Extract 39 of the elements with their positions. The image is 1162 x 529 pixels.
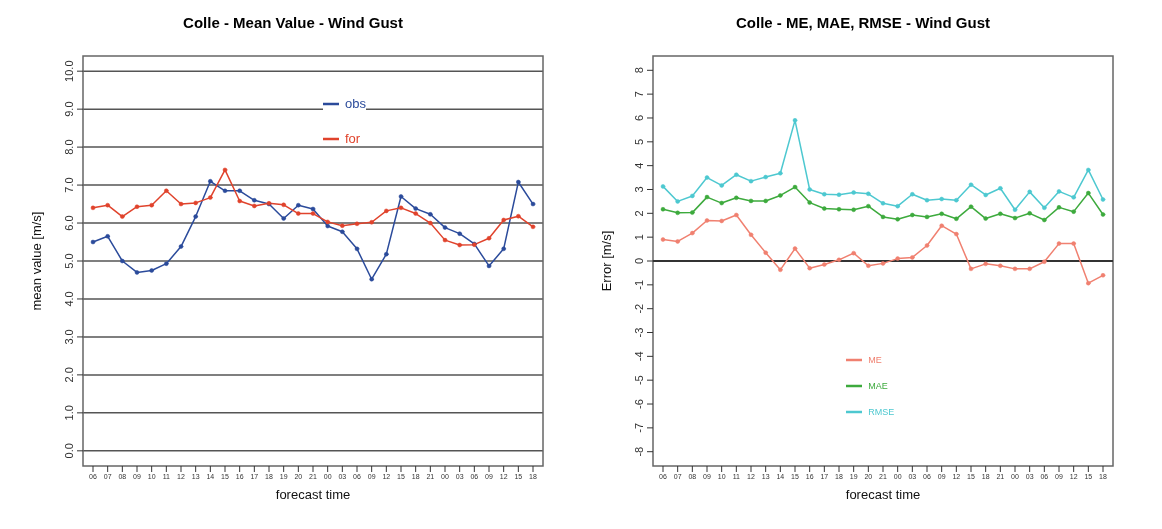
y-tick-label: 6.0 xyxy=(63,215,75,231)
y-tick-label: 10.0 xyxy=(63,60,75,82)
y-tick-label: 3.0 xyxy=(63,329,75,345)
y-tick-label: 1.0 xyxy=(63,405,75,421)
y-tick-label: 1 xyxy=(633,234,645,241)
x-axis-title: forecast time xyxy=(845,487,921,502)
y-tick-label: -5 xyxy=(633,375,645,386)
y-tick-label: -1 xyxy=(633,279,645,290)
y-tick-label: -2 xyxy=(633,303,645,314)
y-tick-label: -7 xyxy=(633,422,645,433)
y-tick-label: 0.0 xyxy=(63,443,75,459)
y-tick-label: -3 xyxy=(633,327,645,338)
y-tick-label: 5.0 xyxy=(63,253,75,269)
legend-label: obs xyxy=(345,96,366,111)
legend-label: for xyxy=(345,131,361,146)
y-tick-label: 6 xyxy=(633,114,645,122)
y-tick-label: 2.0 xyxy=(63,367,75,383)
chart-title: Colle - ME, MAE, RMSE - Wind Gust xyxy=(735,14,991,33)
y-tick-label: 7 xyxy=(633,91,645,98)
chart-title: Colle - Mean Value - Wind Gust xyxy=(182,14,404,33)
y-tick-label: 8 xyxy=(633,67,645,74)
legend-label: MAE xyxy=(868,381,888,392)
y-tick-label: -6 xyxy=(633,399,645,409)
y-tick-label: 4.0 xyxy=(63,291,75,307)
y-axis-title: Error [m/s] xyxy=(598,230,614,292)
y-tick-label: -4 xyxy=(633,351,645,362)
y-tick-label: 4 xyxy=(633,162,645,169)
y-tick-label: 0 xyxy=(633,257,645,265)
y-axis-title: mean value [m/s] xyxy=(28,211,44,311)
y-tick-label: 5 xyxy=(633,138,645,145)
y-tick-label: 3 xyxy=(633,186,645,193)
y-tick-label: -8 xyxy=(633,446,645,457)
y-tick-label: 7.0 xyxy=(63,177,75,193)
y-tick-label: 9.0 xyxy=(63,101,75,117)
legend-label: RMSE xyxy=(868,407,895,418)
y-tick-label: 8.0 xyxy=(63,139,75,155)
x-axis-title: forecast time xyxy=(275,487,351,502)
y-tick-label: 2 xyxy=(633,210,645,217)
legend-label: ME xyxy=(868,355,882,366)
